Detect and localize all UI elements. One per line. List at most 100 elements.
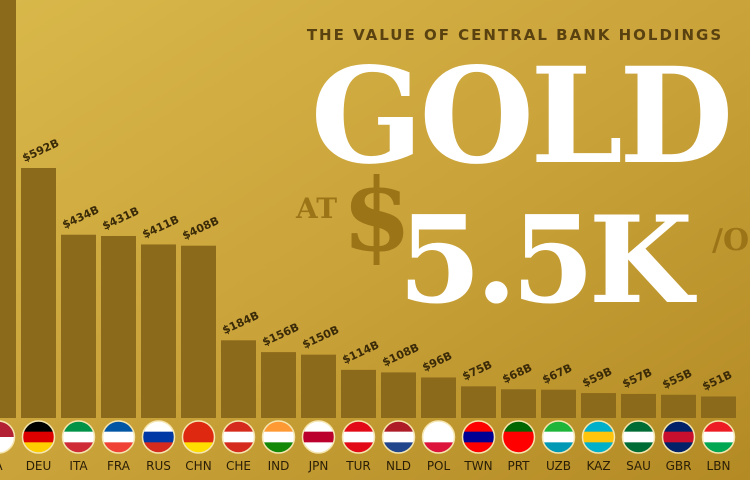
flag bbox=[261, 420, 296, 454]
flag bbox=[421, 420, 456, 454]
flag-stripe bbox=[222, 431, 255, 443]
price: 5.5K bbox=[398, 190, 697, 331]
flag-stripe bbox=[622, 431, 655, 443]
headline: GOLD bbox=[311, 39, 730, 194]
flag-stripe bbox=[702, 442, 735, 453]
flag-stripe bbox=[262, 442, 295, 453]
category-label: JPN bbox=[308, 459, 329, 473]
flag-stripe bbox=[62, 431, 95, 443]
flag-rim bbox=[381, 420, 416, 454]
flag-rim bbox=[421, 420, 456, 454]
bar bbox=[621, 393, 656, 418]
bar bbox=[541, 389, 576, 418]
bar bbox=[261, 352, 296, 418]
flag-rim bbox=[661, 420, 696, 454]
flag-stripe bbox=[502, 431, 535, 443]
flag bbox=[181, 420, 216, 454]
flag bbox=[661, 420, 696, 454]
category-label: DEU bbox=[26, 459, 52, 473]
flag-rim bbox=[501, 420, 536, 454]
bar bbox=[101, 235, 136, 418]
flag-stripe bbox=[662, 421, 695, 433]
category-label: RUS bbox=[146, 459, 171, 473]
bar bbox=[701, 396, 736, 418]
category-label: ITA bbox=[69, 459, 88, 473]
flag-stripe bbox=[582, 442, 615, 453]
flag-stripe bbox=[22, 442, 55, 453]
flag-rim bbox=[221, 420, 256, 454]
bar bbox=[341, 369, 376, 418]
category-label: LBN bbox=[707, 459, 731, 473]
flag-stripe bbox=[102, 442, 135, 453]
bar bbox=[61, 234, 96, 418]
bar bbox=[0, 0, 16, 418]
category-label: FRA bbox=[107, 459, 131, 473]
flag-stripe bbox=[462, 421, 495, 433]
flag-rim bbox=[141, 420, 176, 454]
flag-stripe bbox=[382, 421, 415, 433]
bar bbox=[421, 377, 456, 418]
flag-stripe bbox=[582, 431, 615, 443]
flag-stripe bbox=[102, 431, 135, 443]
flag-stripe bbox=[142, 421, 175, 433]
bar bbox=[141, 244, 176, 418]
flag bbox=[341, 420, 376, 454]
bar bbox=[221, 340, 256, 418]
flag-stripe bbox=[62, 442, 95, 453]
flag-stripe bbox=[422, 431, 455, 443]
flag-stripe bbox=[622, 421, 655, 433]
bar bbox=[21, 168, 56, 418]
flag-stripe bbox=[422, 442, 455, 453]
flag-stripe bbox=[382, 442, 415, 453]
flag-rim bbox=[261, 420, 296, 454]
flag-stripe bbox=[22, 431, 55, 443]
flag-stripe bbox=[22, 421, 55, 433]
flag-stripe bbox=[462, 442, 495, 453]
flag bbox=[541, 420, 576, 454]
flag bbox=[301, 420, 336, 454]
flag-stripe bbox=[462, 431, 495, 443]
flag bbox=[221, 420, 256, 454]
flag-rim bbox=[61, 420, 96, 454]
flag-stripe bbox=[182, 421, 215, 433]
bar bbox=[581, 393, 616, 418]
flag bbox=[21, 420, 56, 454]
flag-rim bbox=[461, 420, 496, 454]
flag-stripe bbox=[222, 442, 255, 453]
category-label: A bbox=[0, 459, 3, 473]
flag-stripe bbox=[302, 431, 335, 443]
flag-rim bbox=[0, 420, 16, 454]
category-label: NLD bbox=[386, 459, 411, 473]
category-label: PRT bbox=[507, 459, 530, 473]
bar bbox=[181, 245, 216, 418]
flag-rim bbox=[581, 420, 616, 454]
flag-stripe bbox=[542, 431, 575, 443]
category-label: GBR bbox=[666, 459, 692, 473]
flag-stripe bbox=[662, 431, 695, 443]
category-label: POL bbox=[427, 459, 451, 473]
flag-rim bbox=[701, 420, 736, 454]
flag bbox=[701, 420, 736, 454]
category-label: KAZ bbox=[586, 459, 610, 473]
flag-stripe bbox=[102, 421, 135, 433]
bars: A$592BDEU$434BITA$431BFRA$411BRUS$408BCH… bbox=[0, 0, 736, 473]
flag-stripe bbox=[262, 421, 295, 433]
flag bbox=[141, 420, 176, 454]
flag bbox=[61, 420, 96, 454]
flag-stripe bbox=[502, 421, 535, 433]
flag-stripe bbox=[342, 431, 375, 443]
flag bbox=[381, 420, 416, 454]
flag-stripe bbox=[302, 421, 335, 433]
flag bbox=[501, 420, 536, 454]
flag bbox=[621, 420, 656, 454]
flag bbox=[461, 420, 496, 454]
flag-rim bbox=[181, 420, 216, 454]
category-label: TUR bbox=[345, 459, 370, 473]
flag-stripe bbox=[222, 421, 255, 433]
flag-stripe bbox=[342, 442, 375, 453]
chart-title: THE VALUE OF CENTRAL BANK HOLDINGS bbox=[307, 26, 723, 44]
flag-stripe bbox=[702, 431, 735, 443]
flag-stripe bbox=[142, 442, 175, 453]
flag-stripe bbox=[382, 431, 415, 443]
